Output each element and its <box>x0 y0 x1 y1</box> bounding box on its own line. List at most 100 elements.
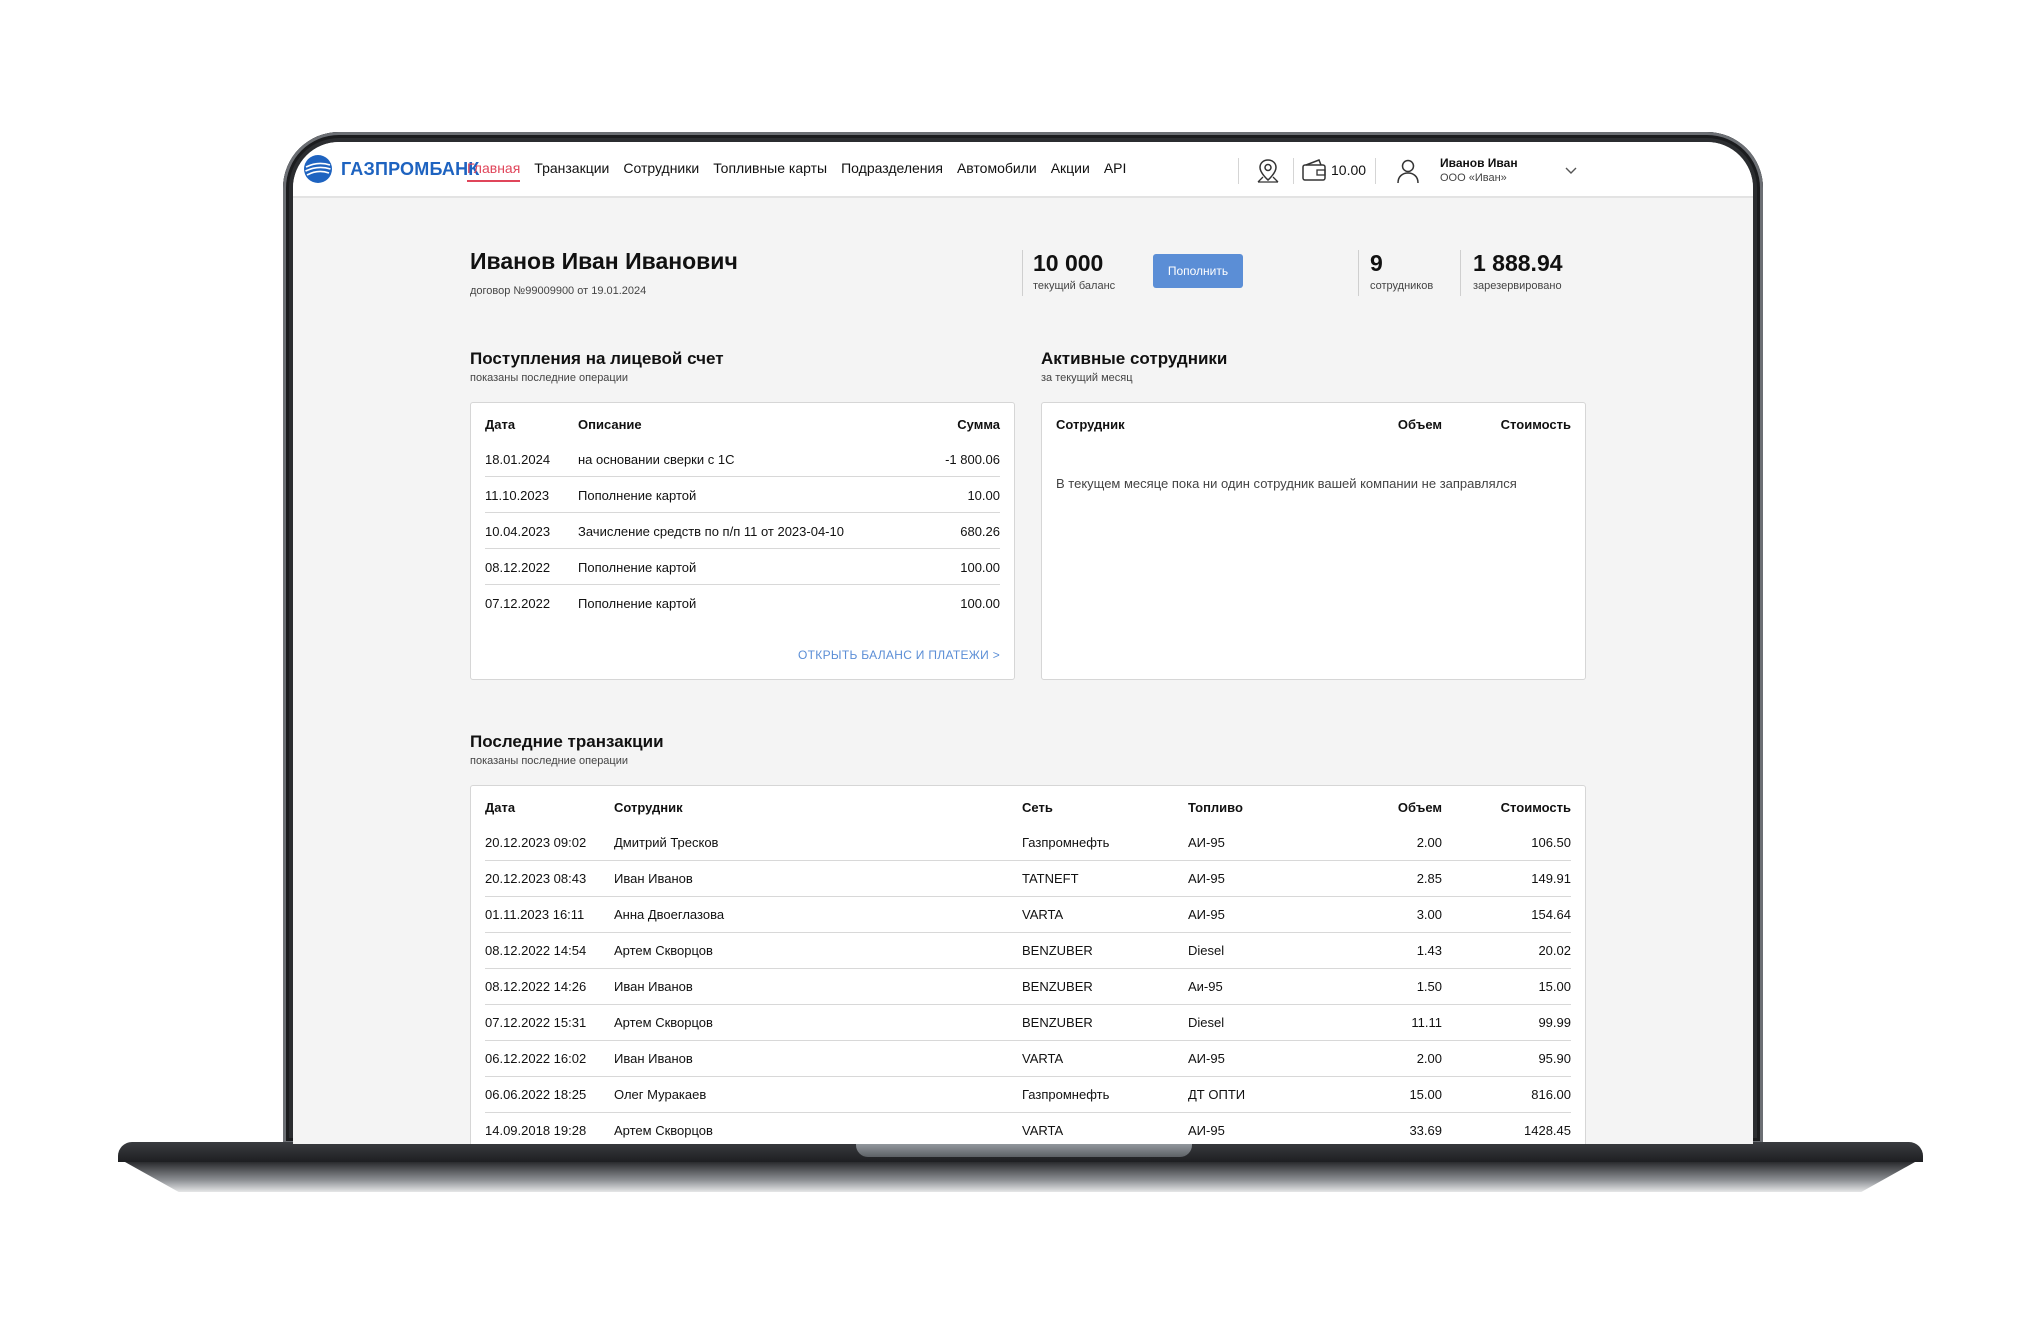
table-row[interactable]: 11.10.2023 Пополнение картой 10.00 <box>471 478 1014 514</box>
row-description: Пополнение картой <box>578 596 697 611</box>
row-sum: 100.00 <box>960 596 1000 611</box>
table-row[interactable]: 01.11.2023 16:11 Анна Двоеглазова VARTA АИ-… <box>471 897 1585 933</box>
row-date: 20.12.2023 08:43 <box>485 871 587 886</box>
row-volume: 15.00 <box>1409 1087 1442 1102</box>
row-network: BENZUBER <box>1022 943 1093 958</box>
balance-value: 10 000 <box>1033 250 1104 276</box>
row-employee[interactable]: Артем Скворцов <box>614 943 713 958</box>
table-row[interactable]: 07.12.2022 15:31 Артем Скворцов BENZUBER Di… <box>471 1005 1585 1041</box>
row-employee[interactable]: Артем Скворцов <box>614 1123 713 1138</box>
table-row[interactable]: 07.12.2022 Пополнение картой 100.00 <box>471 586 1014 622</box>
table-row[interactable]: 06.12.2022 16:02 Иван Иванов VARTA АИ-95 2.0… <box>471 1041 1585 1077</box>
row-network: BENZUBER <box>1022 979 1093 994</box>
table-row[interactable]: 20.12.2023 08:43 Иван Иванов TATNEFT АИ-95 2… <box>471 861 1585 897</box>
nav-item-employees[interactable]: Сотрудники <box>623 160 700 176</box>
nav-item-transactions[interactable]: Транзакции <box>534 160 610 176</box>
incoming-subtitle: показаны последние операции <box>470 372 629 384</box>
row-divider <box>485 968 1571 969</box>
row-volume: 1.43 <box>1416 943 1442 958</box>
row-cost: 20.02 <box>1538 943 1571 958</box>
table-row[interactable]: 08.12.2022 14:26 Иван Иванов BENZUBER Аи-95… <box>471 969 1585 1005</box>
table-row[interactable]: 18.01.2024 на основании сверки с 1С -1 800… <box>471 442 1014 478</box>
table-row[interactable]: 06.06.2022 18:25 Олег Муракаев Газпромнефт… <box>471 1077 1585 1113</box>
contract-info: договор №99009900 от 19.01.2024 <box>470 285 647 297</box>
logo[interactable]: ГАЗПРОМБАНК <box>303 152 479 186</box>
row-employee[interactable]: Артем Скворцов <box>614 1015 713 1030</box>
row-employee[interactable]: Иван Иванов <box>614 979 693 994</box>
reserved-label: зарезервировано <box>1473 280 1562 292</box>
row-employee[interactable]: Дмитрий Тресков <box>614 835 719 850</box>
row-fuel: ДТ ОПТИ <box>1188 1087 1246 1102</box>
row-divider <box>485 896 1571 897</box>
row-employee[interactable]: Олег Муракаев <box>614 1087 707 1102</box>
row-divider <box>485 548 1000 549</box>
row-divider <box>485 584 1000 585</box>
col-header-network: Сеть <box>1022 800 1053 815</box>
col-header-fuel: Топливо <box>1188 800 1243 815</box>
row-divider <box>485 476 1000 477</box>
row-description: Зачисление средств по п/п 11 от 2023-04-… <box>578 524 844 539</box>
col-header-date: Дата <box>485 800 516 815</box>
user-name[interactable]: Иванов Иван <box>1440 156 1518 170</box>
laptop-foot <box>125 1162 1915 1192</box>
table-row[interactable]: 10.04.2023 Зачисление средств по п/п 11 о… <box>471 514 1014 550</box>
row-volume: 2.00 <box>1416 1051 1442 1066</box>
row-volume: 3.00 <box>1416 907 1442 922</box>
stat-divider <box>1022 250 1023 296</box>
row-fuel: АИ-95 <box>1188 1051 1225 1066</box>
row-employee[interactable]: Анна Двоеглазова <box>614 907 725 922</box>
stat-divider <box>1460 250 1461 296</box>
row-date: 06.12.2022 16:02 <box>485 1051 587 1066</box>
user-icon[interactable] <box>1393 156 1423 186</box>
row-cost: 95.90 <box>1538 1051 1571 1066</box>
table-row[interactable]: 14.09.2018 19:28 Артем Скворцов VARTA АИ-95… <box>471 1113 1585 1144</box>
row-employee[interactable]: Иван Иванов <box>614 871 693 886</box>
laptop-notch <box>856 1142 1192 1157</box>
row-fuel: Diesel <box>1188 1015 1225 1030</box>
page-title: Иванов Иван Иванович <box>470 248 738 274</box>
empty-state-message: В текущем месяце пока ни один сотрудник … <box>1056 476 1517 491</box>
nav-item-home[interactable]: Главная <box>467 160 521 182</box>
nav-item-api[interactable]: API <box>1103 160 1127 176</box>
row-date: 18.01.2024 <box>485 452 551 467</box>
row-fuel: Diesel <box>1188 943 1225 958</box>
gazprombank-logo-icon <box>304 155 332 183</box>
row-sum: 680.26 <box>960 524 1000 539</box>
nav-item-cars[interactable]: Автомобили <box>956 160 1037 176</box>
employees-count: 9 <box>1370 250 1383 276</box>
row-fuel: Аи-95 <box>1188 979 1223 994</box>
header-divider <box>1375 158 1376 184</box>
row-cost: 816.00 <box>1531 1087 1571 1102</box>
col-header-cost: Стоимость <box>1500 800 1571 815</box>
row-divider <box>485 932 1571 933</box>
row-network: TATNEFT <box>1022 871 1079 886</box>
row-employee[interactable]: Иван Иванов <box>614 1051 693 1066</box>
row-fuel: АИ-95 <box>1188 871 1225 886</box>
row-date: 01.11.2023 16:11 <box>485 907 585 922</box>
row-date: 07.12.2022 <box>485 596 551 611</box>
wallet-icon[interactable] <box>1299 156 1329 186</box>
nav-item-departments[interactable]: Подразделения <box>841 160 943 176</box>
employees-label: сотрудников <box>1370 280 1434 292</box>
map-pin-icon[interactable] <box>1253 156 1283 186</box>
row-cost: 149.91 <box>1531 871 1571 886</box>
open-balance-link[interactable]: ОТКРЫТЬ БАЛАНС И ПЛАТЕЖИ > <box>798 648 1000 662</box>
row-date: 11.10.2023 <box>485 488 550 503</box>
nav-item-fuel-cards[interactable]: Топливные карты <box>713 160 828 176</box>
topup-button[interactable]: Пополнить <box>1153 254 1243 288</box>
row-network: VARTA <box>1022 1123 1064 1138</box>
table-row[interactable]: 08.12.2022 14:54 Артем Скворцов BENZUBER Di… <box>471 933 1585 969</box>
row-network: Газпромнефть <box>1022 1087 1110 1102</box>
row-volume: 11.11 <box>1411 1015 1442 1030</box>
row-network: Газпромнефть <box>1022 835 1110 850</box>
table-row[interactable]: 08.12.2022 Пополнение картой 100.00 <box>471 550 1014 586</box>
wallet-value: 10.00 <box>1331 162 1367 178</box>
chevron-down-icon[interactable] <box>1563 162 1579 178</box>
row-divider <box>485 860 1571 861</box>
row-fuel: АИ-95 <box>1188 907 1225 922</box>
nav-item-promotions[interactable]: Акции <box>1050 160 1090 176</box>
row-divider <box>485 1112 1571 1113</box>
table-row[interactable]: 20.12.2023 09:02 Дмитрий Тресков Газпромне… <box>471 825 1585 861</box>
row-divider <box>485 1040 1571 1041</box>
row-network: BENZUBER <box>1022 1015 1093 1030</box>
